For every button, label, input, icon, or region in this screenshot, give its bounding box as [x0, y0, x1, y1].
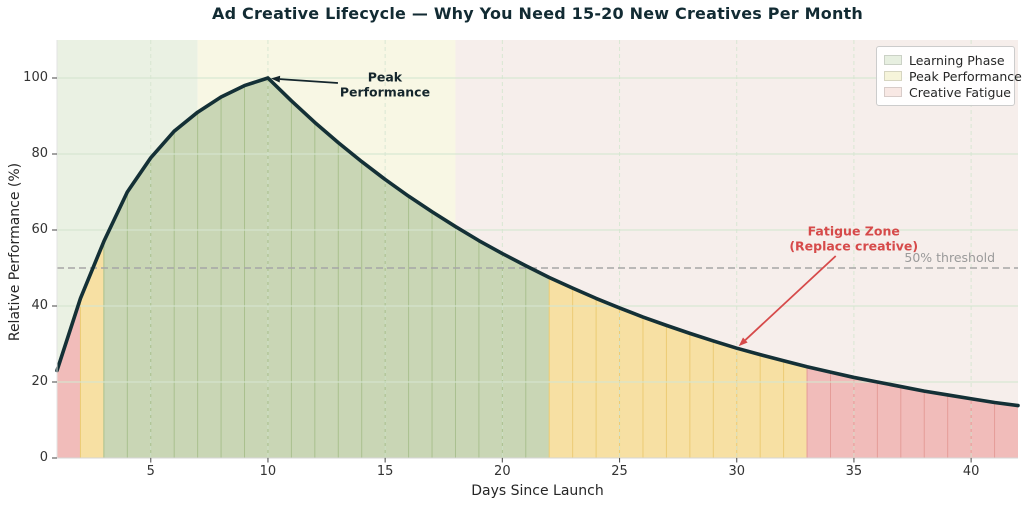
- y-tick-label: 40: [31, 298, 48, 313]
- x-tick-label: 30: [728, 464, 745, 479]
- legend-label: Peak Performance: [909, 68, 1022, 84]
- fatigue-annotation-line1: Fatigue Zone: [807, 223, 900, 239]
- fatigue-annotation: Fatigue Zone (Replace creative): [789, 223, 919, 254]
- y-tick-label: 20: [31, 374, 48, 389]
- y-tick-label: 60: [31, 222, 48, 237]
- legend-label: Learning Phase: [909, 52, 1005, 68]
- x-tick-label: 25: [611, 464, 628, 479]
- y-tick-label: 0: [39, 450, 48, 465]
- legend-row: Peak Performance: [884, 68, 1022, 84]
- legend-swatch-icon: [884, 87, 902, 97]
- threshold-label: 50% threshold: [904, 250, 995, 265]
- legend-row: Creative Fatigue: [884, 84, 1011, 100]
- x-tick-label: 10: [259, 464, 277, 479]
- legend-label: Creative Fatigue: [909, 84, 1012, 100]
- y-tick-label: 100: [23, 70, 48, 85]
- x-tick-label: 40: [962, 464, 980, 479]
- y-tick-label: 80: [31, 146, 48, 161]
- x-tick-label: 5: [146, 464, 155, 479]
- x-axis-label: Days Since Launch: [471, 483, 604, 499]
- legend-swatch-icon: [884, 55, 902, 65]
- fatigue-annotation-line2: (Replace creative): [789, 238, 919, 253]
- legend-swatch-icon: [884, 71, 902, 81]
- peak-annotation-line1: Peak: [367, 69, 403, 85]
- x-tick-label: 15: [376, 464, 394, 479]
- legend-row: Learning Phase: [884, 52, 1006, 68]
- legend: Learning Phase Peak Performance Creative F…: [876, 46, 1022, 106]
- peak-annotation: Peak Performance: [339, 69, 431, 100]
- x-tick-label: 35: [845, 464, 863, 479]
- x-tick-label: 20: [494, 464, 511, 479]
- peak-annotation-line2: Performance: [339, 84, 431, 99]
- chart-title: Ad Creative Lifecycle — Why You Need 15-…: [212, 4, 863, 23]
